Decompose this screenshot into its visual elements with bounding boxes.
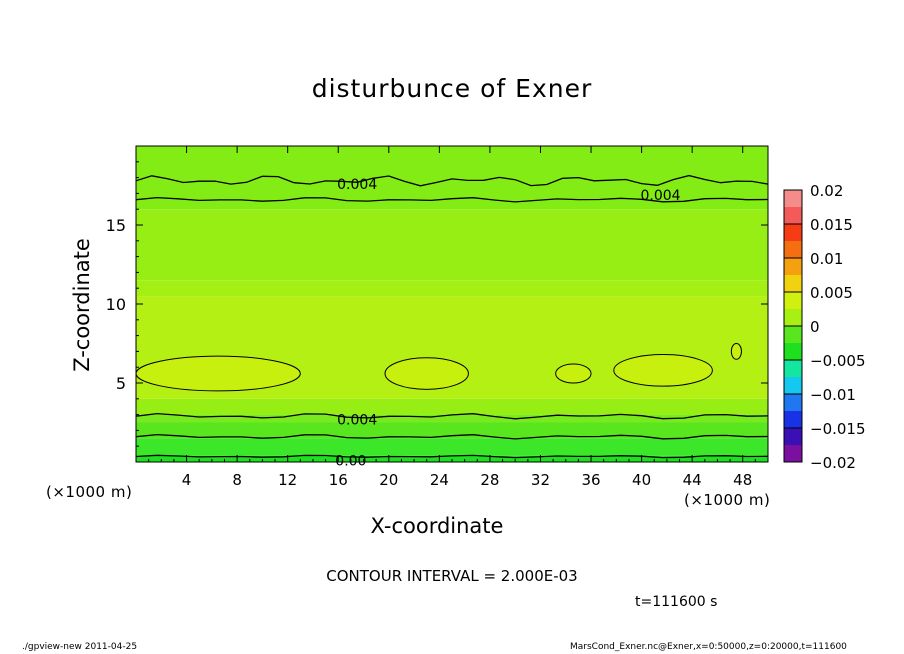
x-axis-label: X-coordinate [370,514,504,538]
footer-program-date: ./gpview-new 2011-04-25 [22,642,138,652]
colorbar-swatch-6 [784,343,802,360]
x-tick-label-9: 40 [632,471,651,489]
colorbar-swatch-11 [784,258,802,275]
x-tick-label-11: 48 [733,471,752,489]
y-tick-label-1: 10 [106,295,126,314]
colorbar-swatch-12 [784,241,802,258]
contour-band-0 [136,455,768,462]
contour-interval-note: CONTOUR INTERVAL = 2.000E-03 [326,567,578,585]
colorbar-label-4: 0 [810,318,820,336]
x-tick-label-10: 44 [683,471,702,489]
y-axis-label: Z-coordinate [70,238,94,372]
contour-line-lower-2 [136,433,768,440]
contour-line-bottom [136,454,768,459]
contour-band-6 [136,280,768,297]
colorbar-label-3: 0.005 [810,284,853,302]
contour-line-upper [136,174,768,187]
colorbar-swatch-14 [784,207,802,224]
contour-label-0: 0.004 [337,177,377,193]
x-tick-label-1: 8 [232,471,242,489]
x-tick-label-8: 36 [581,471,600,489]
y-tick-label-0: 5 [116,374,126,393]
colorbar-swatch-5 [784,360,802,377]
contour-band-2 [136,422,768,439]
colorbar-label-1: 0.015 [810,216,853,234]
x-axis-unit: (×1000 m) [684,491,771,509]
contour-blob-4 [730,343,742,360]
contour-blob-0 [136,355,301,392]
contour-band-4 [136,398,768,415]
chart-title: disturbunce of Exner [311,74,593,103]
x-tick-label-2: 12 [278,471,297,489]
footer-data-source: MarsCond_Exner.nc@Exner,x=0:50000,z=0:20… [570,642,847,652]
colorbar-swatch-10 [784,275,802,292]
x-tick-label-6: 28 [480,471,499,489]
contour-band-3 [136,414,768,423]
colorbar-swatch-9 [784,292,802,309]
x-tick-label-4: 20 [379,471,398,489]
colorbar-swatch-2 [784,411,802,428]
colorbar-label-8: −0.02 [810,454,856,472]
contour-line-lower [136,412,768,420]
contour-label-1: 0.004 [641,188,681,204]
colorbar-label-5: −0.005 [810,352,866,370]
y-axis-unit: (×1000 m) [46,483,133,501]
colorbar-label-7: −0.015 [810,420,866,438]
colorbar-swatch-13 [784,224,802,241]
colorbar-swatch-8 [784,309,802,326]
x-tick-label-0: 4 [182,471,192,489]
contour-blob-1 [384,357,469,390]
colorbar-label-2: 0.01 [810,250,843,268]
contour-line-upper-inner [136,196,768,203]
y-tick-label-2: 15 [106,216,126,235]
contour-band-7 [136,209,768,281]
x-tick-label-3: 16 [329,471,348,489]
colorbar-label-6: −0.01 [810,386,856,404]
time-note: t=111600 s [635,594,718,610]
colorbar-swatch-7 [784,326,802,343]
x-tick-label-5: 24 [430,471,449,489]
contour-band-1 [136,438,768,456]
colorbar-swatch-4 [784,377,802,394]
colorbar-swatch-1 [784,428,802,445]
colorbar-swatch-15 [784,190,802,207]
contour-label-2: 0.004 [337,412,377,428]
colorbar-label-0: 0.02 [810,182,843,200]
contour-blob-2 [555,363,592,384]
x-tick-label-7: 32 [531,471,550,489]
contour-blob-3 [613,354,713,387]
colorbar-swatch-0 [784,445,802,462]
colorbar-swatch-3 [784,394,802,411]
